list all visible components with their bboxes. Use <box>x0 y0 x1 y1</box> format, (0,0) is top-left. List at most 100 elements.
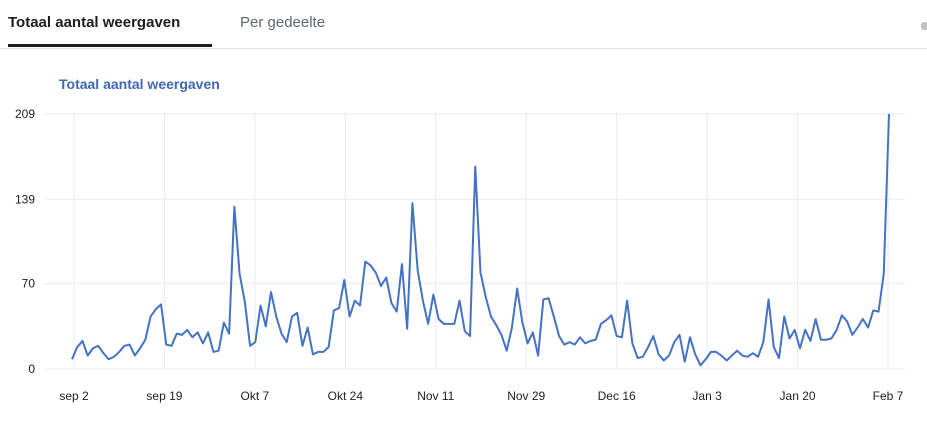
data-point[interactable] <box>636 356 640 360</box>
data-point[interactable] <box>248 344 252 348</box>
data-point[interactable] <box>348 315 352 319</box>
data-point[interactable] <box>374 271 378 275</box>
data-point[interactable] <box>615 334 619 338</box>
data-point[interactable] <box>75 345 79 349</box>
data-point[interactable] <box>835 328 839 332</box>
data-point[interactable] <box>274 315 278 319</box>
data-point[interactable] <box>400 262 404 266</box>
data-point[interactable] <box>426 322 430 326</box>
data-point[interactable] <box>379 284 383 288</box>
data-point[interactable] <box>526 341 530 345</box>
data-point[interactable] <box>494 323 498 327</box>
data-point[interactable] <box>740 354 744 358</box>
data-point[interactable] <box>170 344 174 348</box>
data-point[interactable] <box>641 355 645 359</box>
data-point[interactable] <box>217 349 221 353</box>
tab-totaal-aantal-weergaven[interactable]: Totaal aantal weergaven <box>8 14 181 31</box>
data-point[interactable] <box>489 315 493 319</box>
data-point[interactable] <box>227 332 231 336</box>
data-point[interactable] <box>772 345 776 349</box>
data-point[interactable] <box>588 339 592 343</box>
data-point[interactable] <box>730 354 734 358</box>
data-point[interactable] <box>431 293 435 297</box>
data-point[interactable] <box>824 338 828 342</box>
data-point[interactable] <box>871 308 875 312</box>
data-point[interactable] <box>437 317 441 321</box>
data-point[interactable] <box>882 272 886 276</box>
data-point[interactable] <box>353 299 357 303</box>
data-point[interactable] <box>599 322 603 326</box>
data-point[interactable] <box>463 329 467 333</box>
data-point[interactable] <box>473 164 477 168</box>
data-point[interactable] <box>604 318 608 322</box>
data-point[interactable] <box>840 313 844 317</box>
data-point[interactable] <box>541 297 545 301</box>
data-point[interactable] <box>295 311 299 315</box>
data-point[interactable] <box>363 260 367 264</box>
data-point[interactable] <box>232 205 236 209</box>
data-point[interactable] <box>814 317 818 321</box>
data-point[interactable] <box>887 112 891 116</box>
data-point[interactable] <box>337 306 341 310</box>
data-point[interactable] <box>264 324 268 328</box>
data-point[interactable] <box>630 341 634 345</box>
data-point[interactable] <box>850 333 854 337</box>
data-point[interactable] <box>515 286 519 290</box>
data-point[interactable] <box>725 358 729 362</box>
data-point[interactable] <box>211 350 215 354</box>
data-point[interactable] <box>787 336 791 340</box>
data-point[interactable] <box>196 330 200 334</box>
data-point[interactable] <box>531 330 535 334</box>
data-point[interactable] <box>416 268 420 272</box>
data-point[interactable] <box>751 351 755 355</box>
data-point[interactable] <box>562 343 566 347</box>
data-point[interactable] <box>698 363 702 367</box>
data-point[interactable] <box>180 333 184 337</box>
data-point[interactable] <box>714 350 718 354</box>
data-point[interactable] <box>557 334 561 338</box>
data-point[interactable] <box>777 356 781 360</box>
data-point[interactable] <box>149 315 153 319</box>
data-point[interactable] <box>421 299 425 303</box>
data-point[interactable] <box>819 338 823 342</box>
data-point[interactable] <box>243 300 247 304</box>
data-point[interactable] <box>866 326 870 330</box>
data-point[interactable] <box>735 349 739 353</box>
data-point[interactable] <box>306 326 310 330</box>
data-point[interactable] <box>704 357 708 361</box>
data-point[interactable] <box>206 330 210 334</box>
data-point[interactable] <box>510 326 514 330</box>
data-point[interactable] <box>782 315 786 319</box>
data-point[interactable] <box>447 322 451 326</box>
data-point[interactable] <box>311 352 315 356</box>
data-point[interactable] <box>327 345 331 349</box>
data-point[interactable] <box>808 339 812 343</box>
data-point[interactable] <box>384 275 388 279</box>
data-point[interactable] <box>829 336 833 340</box>
data-point[interactable] <box>316 350 320 354</box>
data-point[interactable] <box>520 321 524 325</box>
data-point[interactable] <box>164 343 168 347</box>
data-point[interactable] <box>112 355 116 359</box>
data-point[interactable] <box>279 332 283 336</box>
data-point[interactable] <box>672 340 676 344</box>
data-point[interactable] <box>107 357 111 361</box>
data-point[interactable] <box>693 352 697 356</box>
data-point[interactable] <box>798 346 802 350</box>
data-point[interactable] <box>468 334 472 338</box>
data-point[interactable] <box>342 278 346 282</box>
data-point[interactable] <box>746 355 750 359</box>
data-point[interactable] <box>861 317 865 321</box>
data-point[interactable] <box>683 360 687 364</box>
data-point[interactable] <box>410 201 414 205</box>
data-point[interactable] <box>578 335 582 339</box>
data-point[interactable] <box>458 299 462 303</box>
data-point[interactable] <box>646 345 650 349</box>
data-point[interactable] <box>662 358 666 362</box>
data-point[interactable] <box>138 346 142 350</box>
data-point[interactable] <box>86 354 90 358</box>
data-point[interactable] <box>117 350 121 354</box>
data-point[interactable] <box>583 341 587 345</box>
data-point[interactable] <box>667 354 671 358</box>
data-point[interactable] <box>856 326 860 330</box>
